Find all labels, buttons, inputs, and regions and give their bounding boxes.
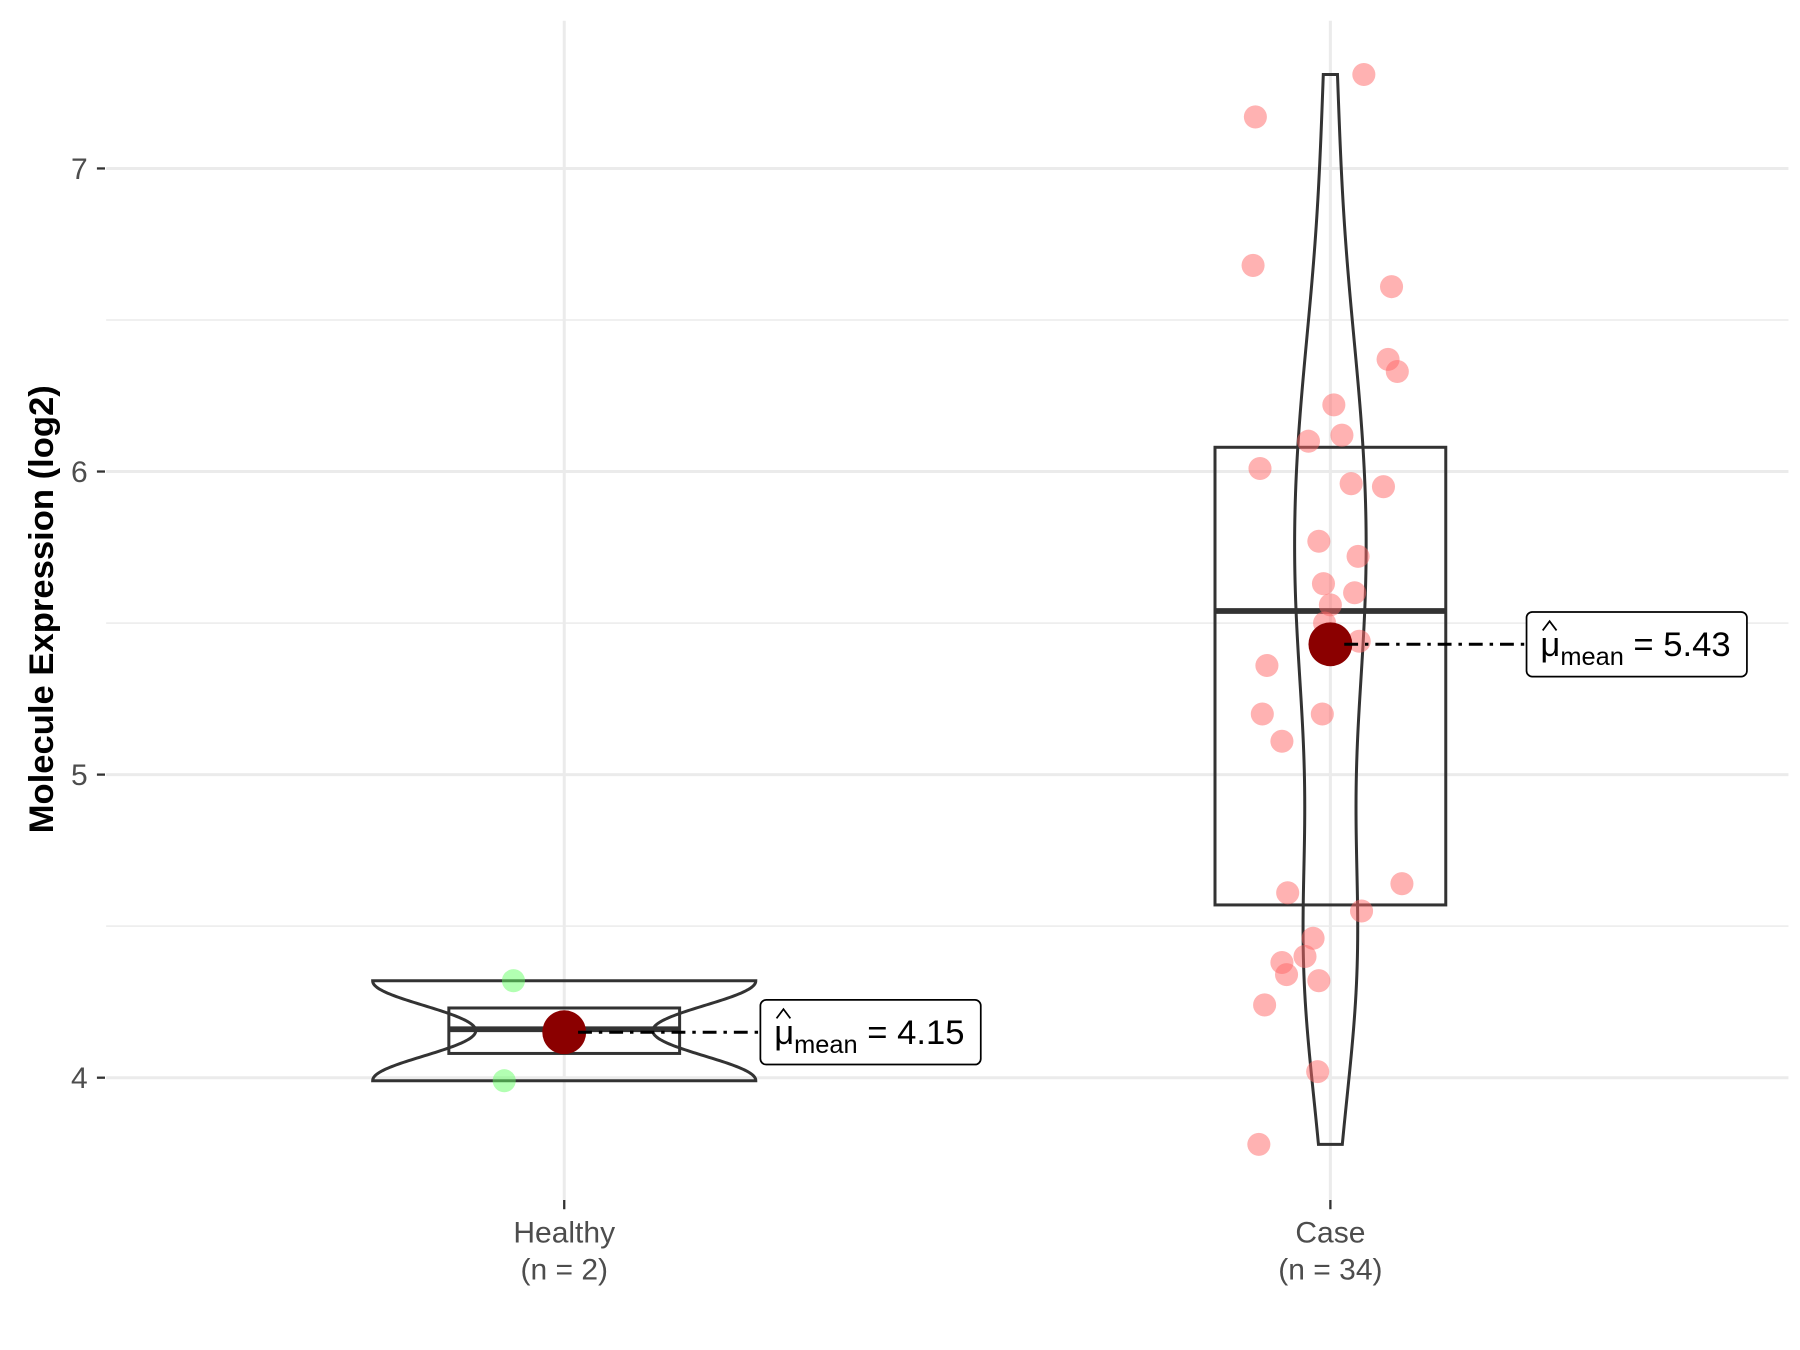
- group-case: μmean = 5.43: [1213, 62, 1748, 1156]
- mean-point: [1308, 622, 1353, 667]
- group-healthy: μmean = 4.15: [371, 969, 982, 1093]
- data-point: [1346, 544, 1370, 568]
- y-axis-title: Molecule Expression (log2): [23, 385, 61, 833]
- data-point: [1307, 969, 1331, 993]
- x-tick-n-label: (n = 34): [1278, 1254, 1382, 1287]
- violin: [1293, 72, 1368, 1146]
- data-point: [1371, 475, 1395, 499]
- data-point: [1270, 729, 1294, 753]
- hat-icon: [1542, 619, 1558, 631]
- hat-icon: [775, 1007, 792, 1019]
- mean-label-box: [1525, 611, 1748, 678]
- data-point: [1350, 899, 1374, 923]
- data-point: [501, 969, 525, 993]
- x-axis: Healthy (n = 2) Case (n = 34): [513, 1200, 1383, 1287]
- data-point: [1343, 581, 1367, 605]
- data-point: [1301, 926, 1325, 950]
- data-point: [1352, 62, 1376, 87]
- data-point: [1390, 872, 1414, 896]
- y-tick-label: 5: [71, 759, 88, 792]
- y-tick-label: 4: [71, 1062, 88, 1095]
- data-point: [1296, 429, 1320, 453]
- data-point: [1248, 456, 1272, 481]
- data-point: [1347, 629, 1371, 653]
- data-point: [1310, 702, 1334, 726]
- y-tick-label: 6: [71, 456, 88, 489]
- data-point: [1276, 881, 1300, 905]
- mean-subscript: mean: [794, 1031, 857, 1059]
- data-point: [1255, 653, 1279, 678]
- mean-value: = 5.43: [1624, 626, 1731, 664]
- box: [1213, 445, 1448, 907]
- mu-symbol: μ: [1540, 626, 1560, 664]
- x-tick-n-label: (n = 2): [520, 1254, 608, 1287]
- data-point: [1275, 963, 1299, 987]
- mean-label: μmean = 5.43: [1540, 626, 1730, 671]
- y-tick-label: 7: [71, 153, 88, 186]
- data-point: [1250, 702, 1274, 726]
- mean-value: = 4.15: [858, 1014, 965, 1052]
- data-point: [1322, 393, 1346, 417]
- data-point: [1306, 1060, 1330, 1084]
- data-point: [1307, 529, 1331, 553]
- data-point: [1318, 593, 1342, 617]
- x-tick-label: Healthy: [513, 1217, 615, 1250]
- mu-symbol: μ: [774, 1014, 794, 1052]
- mean-label: μmean = 4.15: [774, 1014, 964, 1059]
- x-tick-label: Case: [1295, 1217, 1365, 1250]
- data-point: [1380, 275, 1404, 299]
- data-point: [1253, 993, 1277, 1017]
- data-point: [1241, 253, 1265, 277]
- data-point: [1339, 472, 1363, 496]
- y-axis: 4 5 6 7: [71, 153, 105, 1095]
- mean-point: [542, 1010, 587, 1055]
- data-point: [1385, 359, 1409, 384]
- data-point: [1293, 944, 1317, 968]
- mean-subscript: mean: [1560, 643, 1623, 671]
- data-point: [492, 1069, 516, 1093]
- data-point: [1330, 423, 1354, 447]
- data-point: [1247, 1132, 1271, 1156]
- data-point: [1243, 105, 1267, 129]
- mean-label-box: [759, 999, 982, 1066]
- data-point: [1311, 572, 1335, 596]
